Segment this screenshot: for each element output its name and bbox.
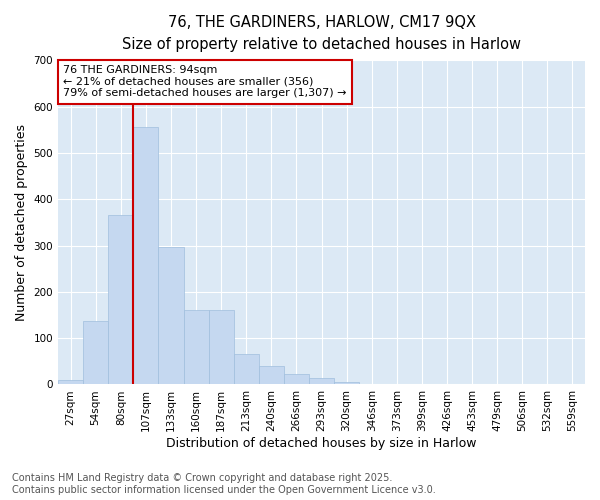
Bar — [83, 320, 108, 384]
Bar — [259, 366, 284, 384]
Bar — [158, 247, 184, 384]
Bar — [309, 378, 334, 384]
Bar — [133, 128, 158, 384]
Bar — [233, 354, 259, 384]
Bar — [58, 380, 83, 384]
Bar — [334, 382, 359, 384]
Y-axis label: Number of detached properties: Number of detached properties — [15, 124, 28, 321]
Title: 76, THE GARDINERS, HARLOW, CM17 9QX
Size of property relative to detached houses: 76, THE GARDINERS, HARLOW, CM17 9QX Size… — [122, 15, 521, 52]
Bar — [184, 310, 209, 384]
Bar — [108, 216, 133, 384]
Bar — [284, 374, 309, 384]
Text: 76 THE GARDINERS: 94sqm
← 21% of detached houses are smaller (356)
79% of semi-d: 76 THE GARDINERS: 94sqm ← 21% of detache… — [64, 65, 347, 98]
Text: Contains HM Land Registry data © Crown copyright and database right 2025.
Contai: Contains HM Land Registry data © Crown c… — [12, 474, 436, 495]
Bar — [209, 310, 233, 384]
X-axis label: Distribution of detached houses by size in Harlow: Distribution of detached houses by size … — [166, 437, 477, 450]
